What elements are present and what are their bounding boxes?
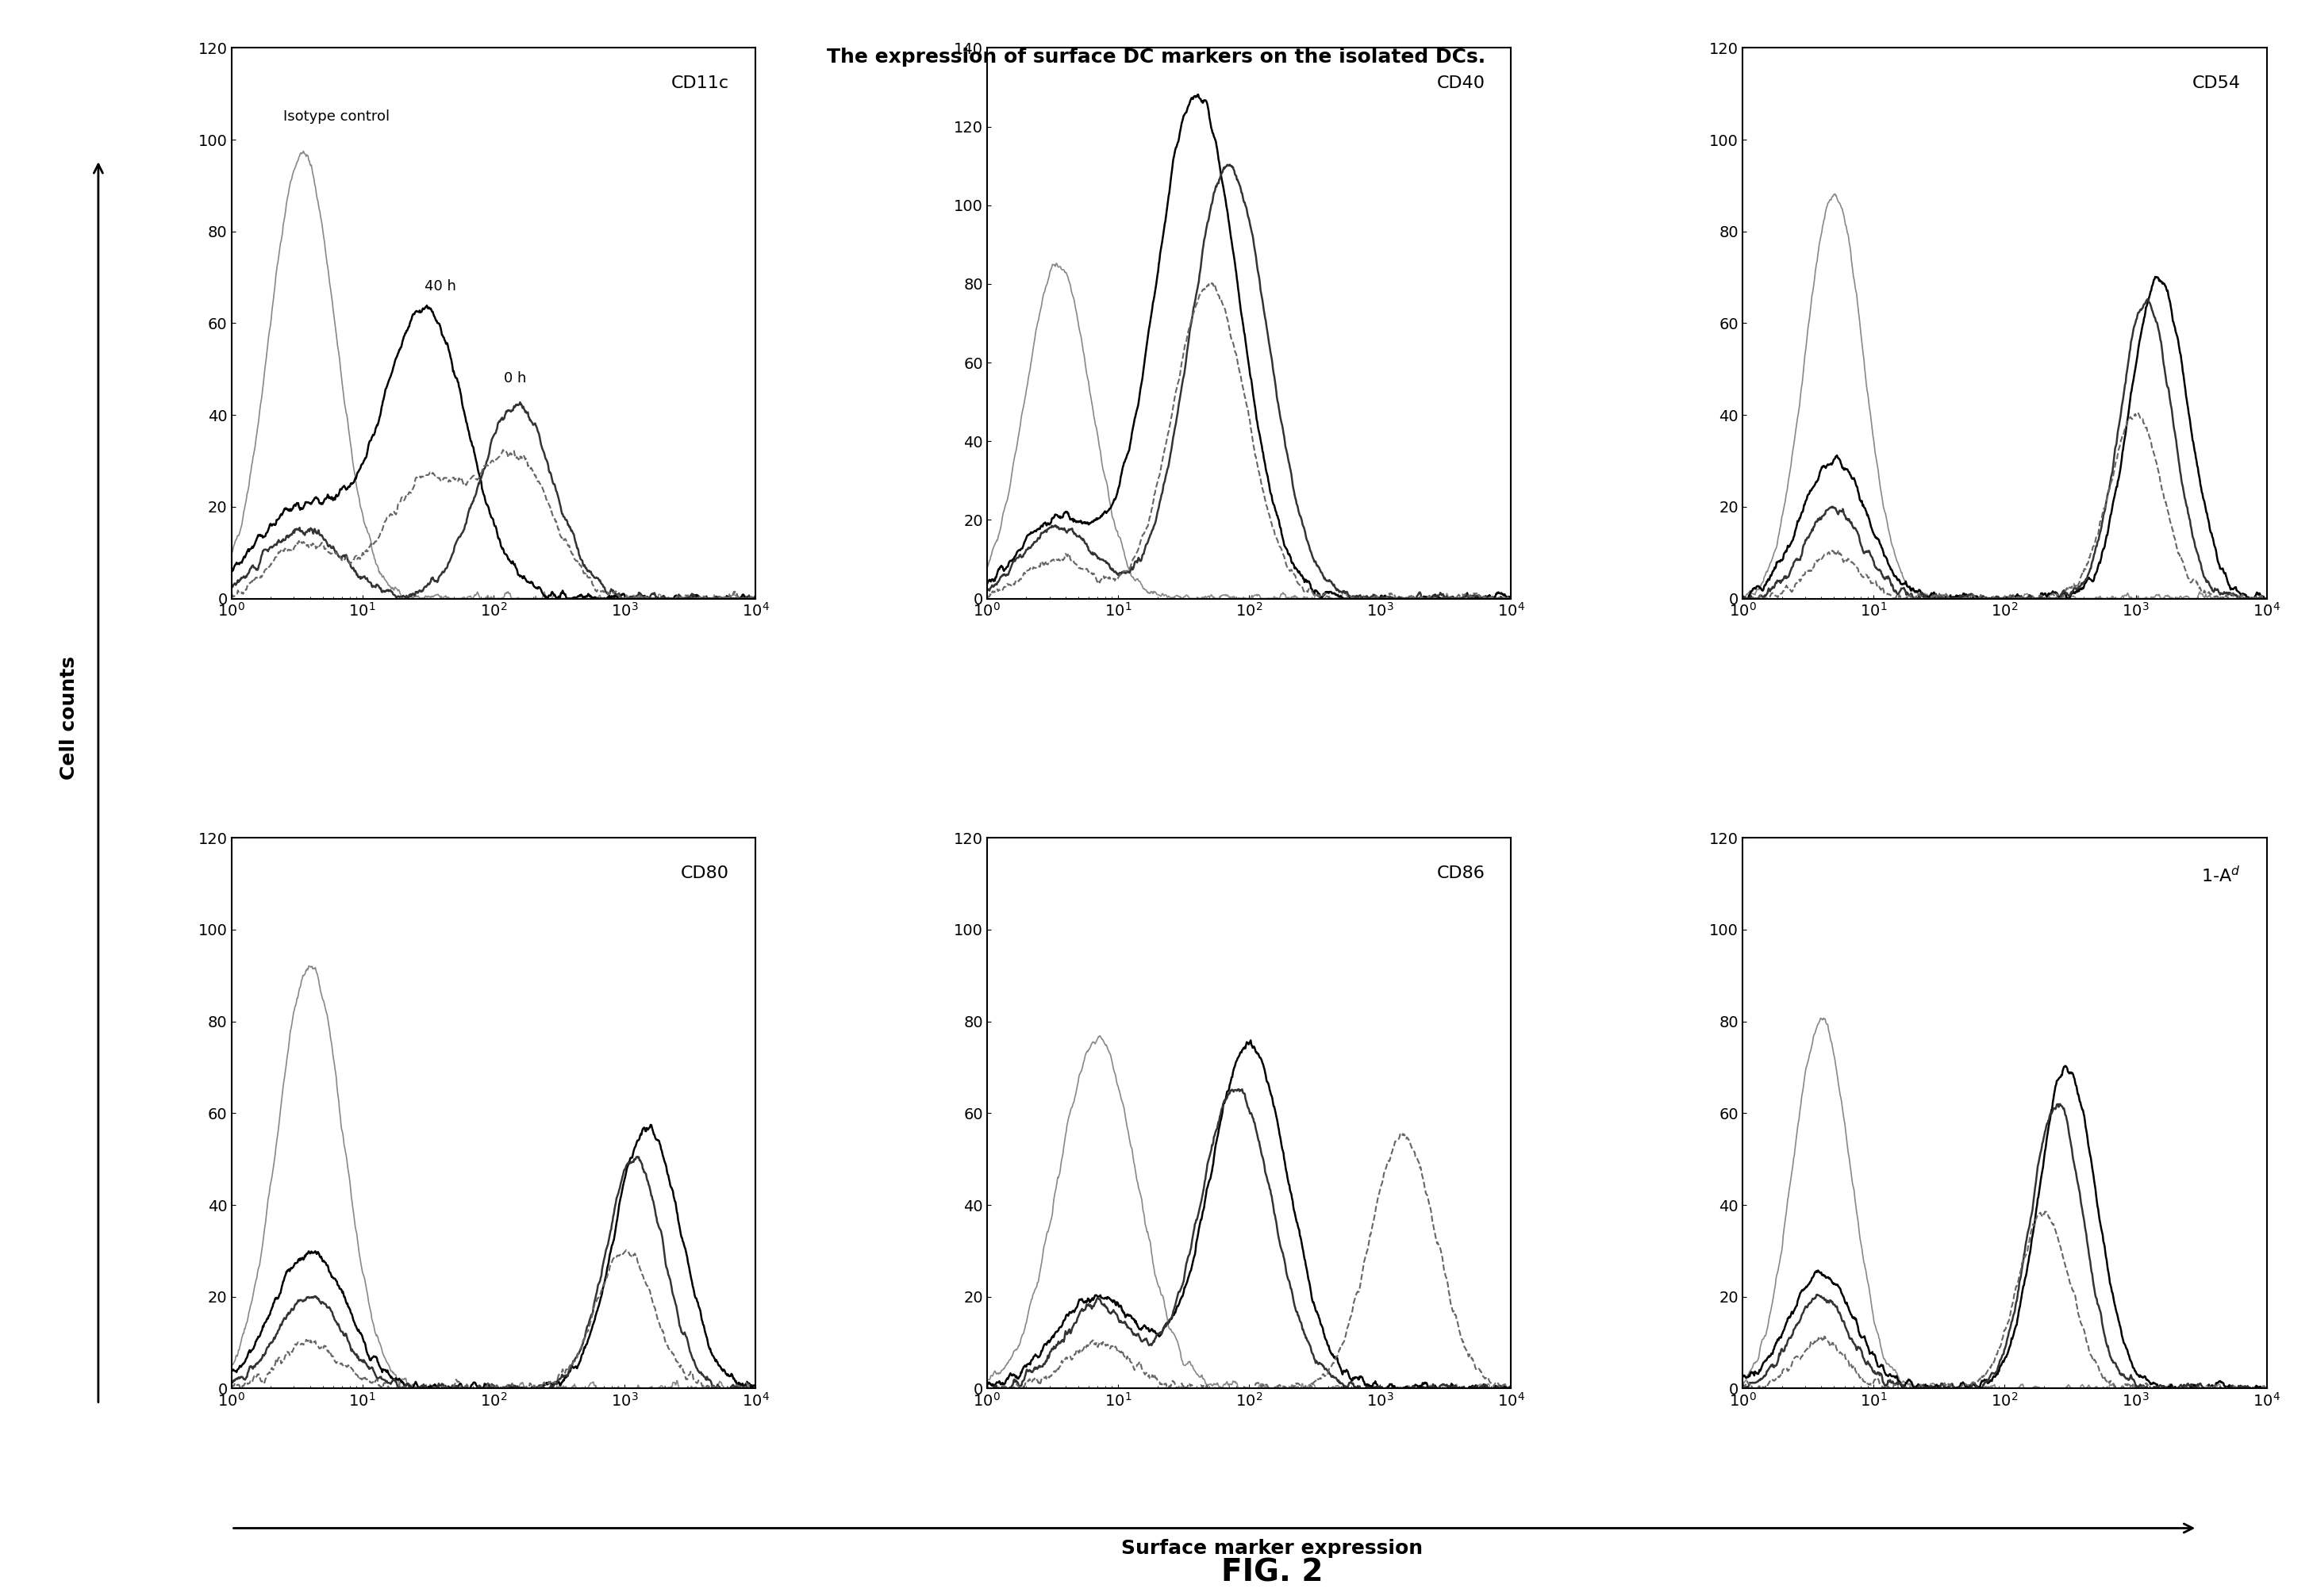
Text: Surface marker expression: Surface marker expression [1122,1539,1422,1558]
Text: FIG. 2: FIG. 2 [1221,1558,1323,1588]
Text: 0 h: 0 h [504,372,527,385]
Text: CD11c: CD11c [671,75,729,91]
Text: CD40: CD40 [1436,75,1485,91]
Text: Isotype control: Isotype control [284,110,391,124]
Text: CD86: CD86 [1436,865,1485,881]
Text: 1-A$^d$: 1-A$^d$ [2202,865,2241,886]
Text: CD54: CD54 [2193,75,2241,91]
Text: The expression of surface DC markers on the isolated DCs.: The expression of surface DC markers on … [828,48,1485,67]
Text: CD80: CD80 [680,865,729,881]
Text: Cell counts: Cell counts [60,656,79,780]
Text: 40 h: 40 h [426,279,456,294]
